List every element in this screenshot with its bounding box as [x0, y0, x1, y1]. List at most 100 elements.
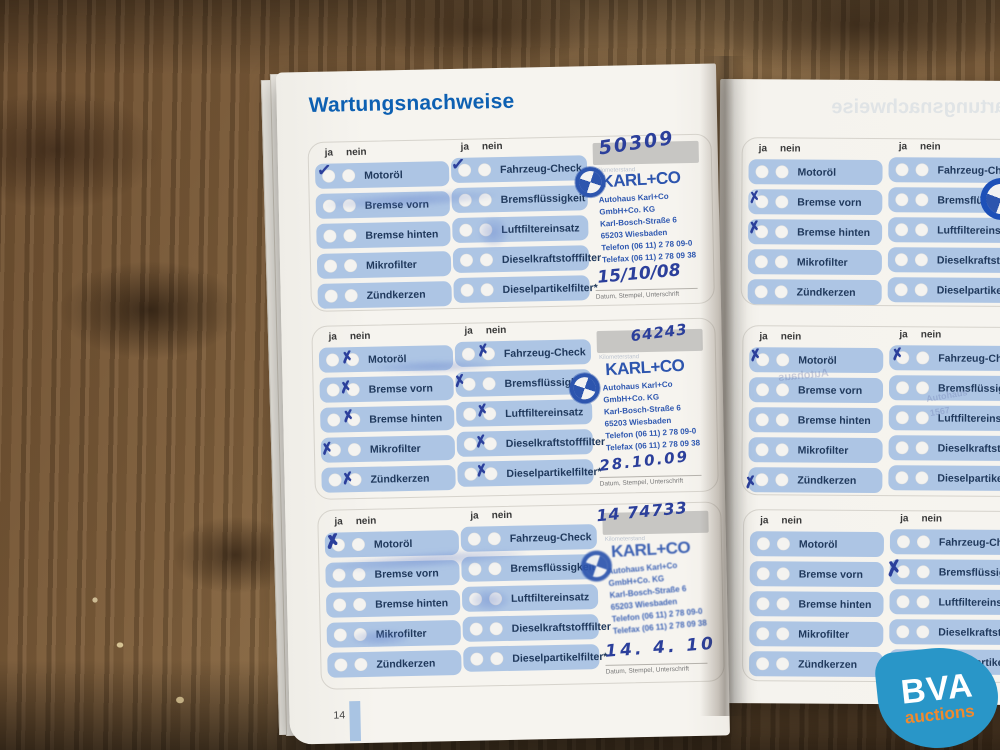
checklist-row: Fahrzeug-Check ✗ — [889, 345, 1000, 372]
checklist-row: Bremsflüssigkeit ✗ — [884, 557, 1000, 586]
checkbox-nein-circle — [487, 532, 501, 546]
checkbox-ja-circle — [459, 253, 474, 267]
checkbox-nein-circle — [354, 657, 368, 672]
checklist-row: Bremse vorn ✗ — [746, 188, 883, 216]
checklist-item-label: Dieselkraftstofffilter — [511, 620, 612, 635]
stamp-area: Kilometerstand 64243 KARL+CO Autohaus Ka… — [570, 320, 711, 488]
checklist-item-label: Luftfiltereinsatz — [505, 405, 584, 420]
checkbox-nein-circle — [916, 565, 930, 579]
checkbox-nein-circle — [775, 225, 789, 239]
checkbox-nein-circle — [342, 169, 356, 183]
checklist-row: Fahrzeug-Check — [888, 157, 1000, 184]
stamp-area: Kilometerstand 50309 KARL+CO Autohaus Ka… — [576, 127, 708, 303]
checkbox-nein-circle — [490, 652, 504, 666]
checklist-row: Dieselpartikelfilter* ✗ — [457, 459, 602, 487]
checkbox-ja-circle — [461, 347, 476, 361]
checkbox-nein-circle — [353, 597, 367, 612]
checklist-item-label: Zündkerzen — [798, 658, 858, 671]
checklist-row: Luftfiltereinsatz — [888, 217, 1000, 244]
checklist-item-label: Zündkerzen — [796, 285, 856, 299]
checklist-row: Bremse vorn — [749, 561, 884, 588]
checklist-item-label: Fahrzeug-Check — [937, 163, 1000, 177]
checkbox-ja-circle — [896, 595, 910, 609]
dealer-stamp-address: Autohaus Karl+Co GmbH+Co. KG Karl-Bosch-… — [602, 377, 700, 454]
checkbox-ja-circle — [896, 535, 911, 549]
checklist-column-left: ja nein Motoröl ✗ Bremse vorn Bremse hinte… — [743, 331, 884, 498]
checklist-row: Dieselkraftstofffilter — [462, 614, 611, 642]
checkbox-ja-circle — [459, 223, 473, 237]
checklist-item-label: Bremsflüssigkeit — [510, 560, 596, 575]
checkbox-ja-circle — [463, 407, 477, 421]
checklist-item-label: Mikrofilter — [365, 258, 417, 272]
dealer-stamp-name: KARL+CO — [604, 355, 685, 380]
checklist-item-label: Luftfiltereinsatz — [938, 595, 1000, 609]
handwritten-mark: ✗ — [473, 432, 490, 452]
checklist-item-label: Luftfiltereinsatz — [937, 223, 1000, 237]
checklist-row: Bremsflüssigkeit — [888, 187, 1000, 214]
checkbox-nein-circle — [480, 283, 494, 297]
checklist-row: Mikrofilter — [748, 437, 883, 464]
checklist-item-label: Zündkerzen — [366, 288, 426, 302]
nein-label: nein — [349, 330, 371, 343]
checklist-row: Zündkerzen ✗ — [321, 465, 456, 493]
ja-nein-header: ja nein — [890, 513, 1000, 530]
checkbox-ja-circle — [894, 283, 908, 297]
checkbox-ja-circle — [756, 627, 770, 641]
checklist-row: Bremsflüssigkeit ✗ — [451, 369, 592, 397]
checklist-item-label: Dieselpartikelfilter* — [502, 281, 598, 296]
checklist-row: Dieselkraftstofffilter — [452, 245, 601, 274]
checkbox-nein-circle — [479, 253, 494, 267]
datum-stempel-label: Datum, Stempel, Unterschrift — [595, 290, 680, 301]
ja-nein-header: ja nein — [889, 329, 1000, 346]
checkbox-nein-circle — [343, 229, 357, 243]
ja-label: ja — [470, 510, 479, 522]
checkbox-nein-circle — [776, 567, 790, 581]
checklist-row: Motoröl — [748, 159, 883, 186]
checklist-item-label: Mikrofilter — [369, 442, 421, 456]
checklist-item-label: Fahrzeug-Check — [938, 535, 1000, 549]
handwritten-mark: ✓ — [450, 154, 466, 175]
checkbox-ja-circle — [756, 597, 770, 611]
checklist-row: Dieselpartikelfilter* — [463, 644, 608, 672]
checkbox-ja-circle — [334, 658, 348, 672]
ja-label: ja — [759, 331, 768, 343]
service-entry-block-2: ja nein Motoröl ✗ Bremse vorn ✗ Bremse hint… — [311, 317, 719, 500]
checkbox-ja-circle — [326, 383, 340, 397]
checkbox-nein-circle — [915, 441, 929, 455]
checklist-item-label: Dieselpartikelfilter* — [512, 650, 608, 665]
checklist-row: Mikrofilter — [747, 249, 882, 276]
dealer-stamp-name: KARL+CO — [610, 537, 691, 562]
service-entry-block-right-1: ja nein Motoröl Bremse vorn ✗ Bremse hinte… — [740, 137, 1000, 310]
checkbox-nein-circle — [351, 537, 366, 552]
checklist-row: Mikrofilter ✗ — [319, 435, 456, 463]
nein-label: nein — [921, 513, 943, 525]
checkbox-ja-circle — [755, 443, 769, 457]
checklist-column-left: ja nein Motoröl Bremse vorn ✗ Bremse hinte… — [746, 143, 883, 310]
handwritten-mark: ✗ — [451, 371, 468, 392]
checklist-row: Fahrzeug-Check ✓ — [450, 154, 588, 184]
checklist-item-label: Motoröl — [373, 537, 413, 551]
handwritten-mark: ✗ — [746, 188, 763, 208]
checklist-item-label: Motoröl — [798, 538, 838, 551]
ja-label: ja — [324, 147, 334, 159]
checklist-row: Bremse hinten ✗ — [320, 405, 455, 433]
checklist-row: Bremse hinten — [748, 407, 883, 434]
datum-stempel-label: Datum, Stempel, Unterschrift — [605, 665, 690, 676]
handwritten-mark: ✗ — [746, 218, 763, 238]
checklist-column-left: ja nein Motoröl ✗ Bremse vorn Bremse hinte… — [323, 514, 462, 683]
checkbox-nein-circle — [916, 625, 930, 639]
checkbox-nein-circle — [915, 223, 929, 237]
checkbox-nein-circle — [776, 537, 790, 551]
checkbox-nein-circle — [489, 622, 503, 636]
nein-label: nein — [485, 324, 507, 337]
signature-line — [599, 474, 702, 478]
checklist-column-left: ja nein Motoröl Bremse vorn Bremse hinten… — [749, 515, 885, 682]
checklist-item-label: Mikrofilter — [798, 628, 850, 641]
signature-line — [605, 662, 708, 666]
ja-nein-header: ja nein — [749, 331, 883, 348]
ja-label: ja — [760, 515, 769, 527]
checklist-item-label: Dieselkraftstofffilter — [938, 625, 1000, 639]
checkbox-ja-circle — [323, 229, 337, 243]
